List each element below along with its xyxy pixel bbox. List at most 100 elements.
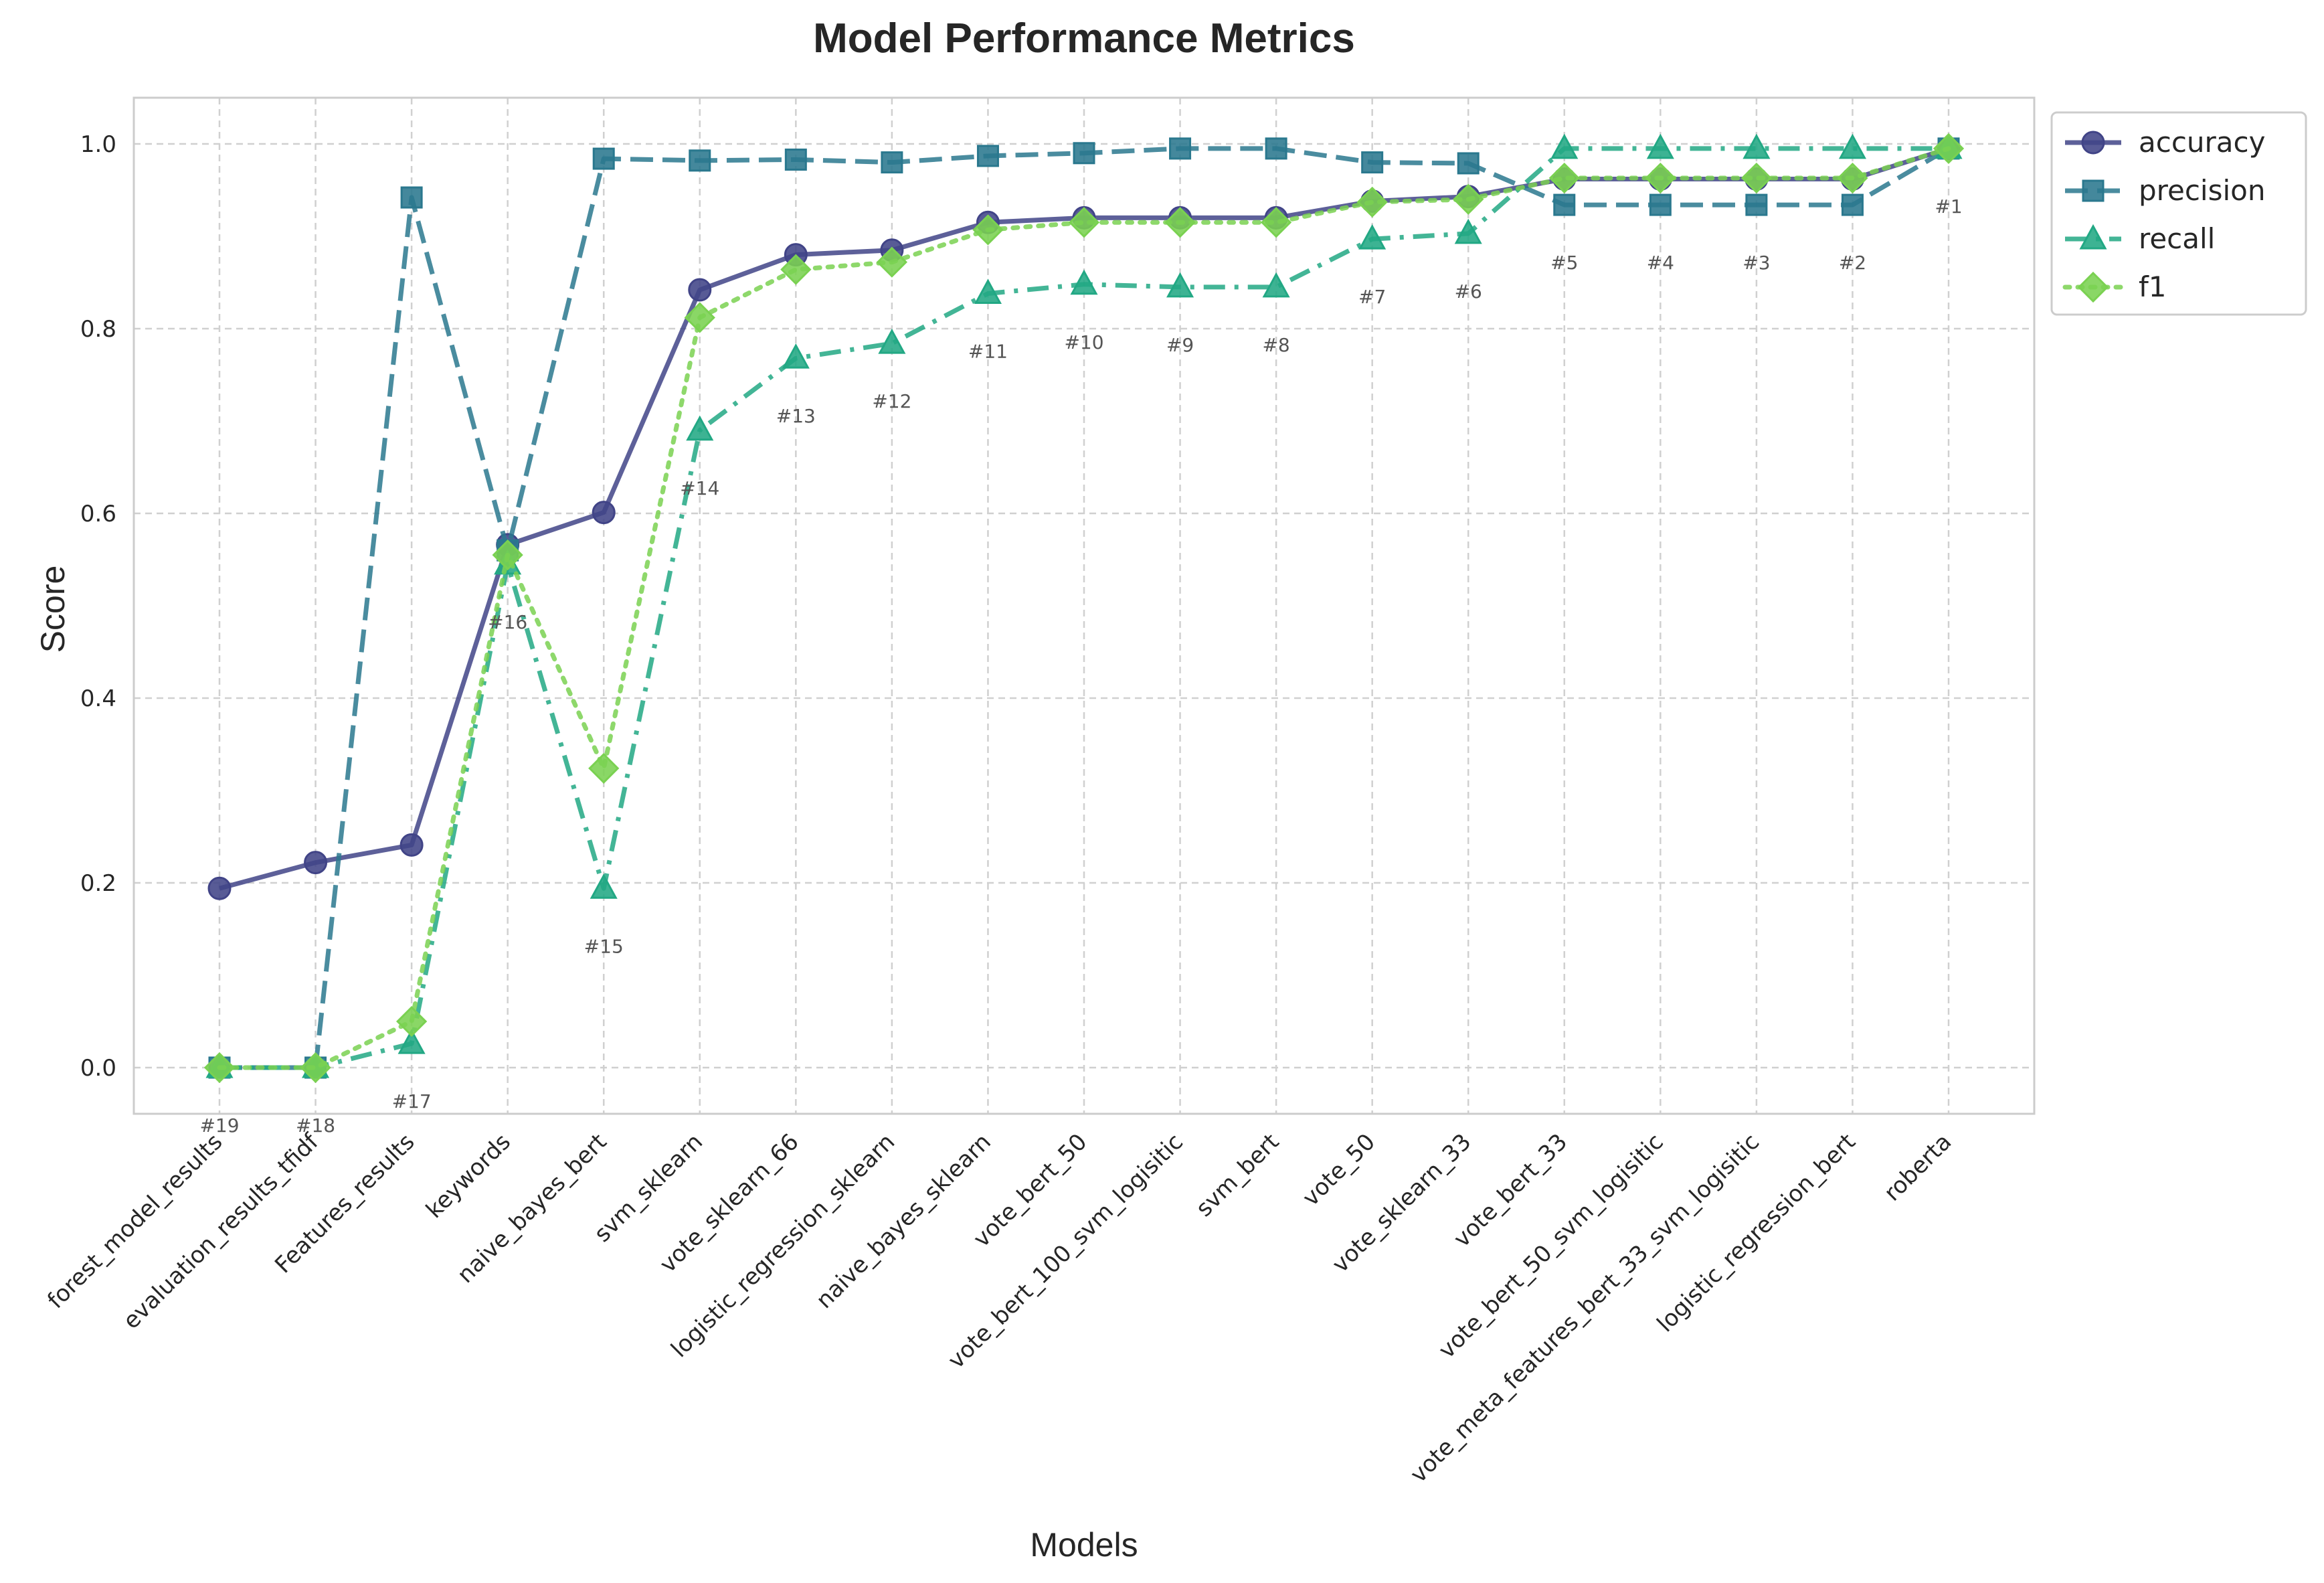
data-point-triangle bbox=[1358, 224, 1387, 250]
data-point-square bbox=[592, 147, 615, 170]
legend-entry-f1: f1 bbox=[2062, 270, 2167, 303]
data-point-diamond bbox=[684, 302, 715, 333]
rank-label: #7 bbox=[1358, 286, 1386, 308]
rank-label: #14 bbox=[680, 477, 719, 499]
data-point-triangle bbox=[1838, 133, 1866, 159]
legend-label: f1 bbox=[2139, 270, 2167, 303]
series-layer bbox=[203, 133, 1965, 1084]
data-point-triangle bbox=[2079, 224, 2107, 250]
data-point-diamond bbox=[1548, 162, 1580, 194]
rank-label: #9 bbox=[1166, 334, 1194, 356]
data-point-square bbox=[689, 149, 711, 172]
data-point-diamond bbox=[1068, 207, 1100, 238]
y-tick-label: 0.8 bbox=[80, 316, 116, 343]
data-point-square bbox=[1265, 137, 1287, 160]
rank-label: #13 bbox=[776, 405, 816, 427]
data-point-diamond bbox=[1356, 186, 1388, 218]
legend-frame bbox=[2050, 111, 2307, 316]
data-point-circle bbox=[2081, 131, 2105, 155]
data-point-square bbox=[400, 186, 423, 209]
data-point-circle bbox=[207, 876, 232, 900]
data-point-diamond bbox=[876, 246, 908, 278]
data-point-diamond bbox=[1645, 162, 1676, 194]
data-point-square bbox=[1169, 137, 1192, 160]
rank-label: #16 bbox=[488, 611, 527, 633]
y-axis-title: Score bbox=[34, 566, 72, 653]
data-point-triangle bbox=[1166, 272, 1194, 298]
data-point-square bbox=[784, 148, 807, 171]
data-point-square bbox=[1841, 193, 1864, 216]
data-point-diamond bbox=[1453, 183, 1484, 215]
legend: accuracy precision recall f1 bbox=[2050, 111, 2307, 316]
data-point-triangle bbox=[1070, 269, 1098, 295]
data-point-square bbox=[1553, 193, 1576, 216]
series-f1 bbox=[203, 133, 1965, 1084]
data-point-diamond bbox=[1740, 162, 1773, 194]
data-point-circle bbox=[688, 278, 712, 302]
rank-label: #1 bbox=[1935, 195, 1962, 218]
data-point-triangle bbox=[1262, 272, 1290, 298]
data-point-square bbox=[1649, 193, 1672, 216]
data-point-square bbox=[1745, 193, 1768, 216]
data-point-diamond bbox=[2077, 271, 2109, 303]
data-point-triangle bbox=[974, 278, 1002, 305]
legend-entry-recall: recall bbox=[2065, 222, 2215, 255]
chart-title: Model Performance Metrics bbox=[813, 15, 1355, 62]
rank-label: #8 bbox=[1262, 334, 1289, 356]
data-point-square bbox=[1361, 151, 1384, 174]
rank-label: #4 bbox=[1647, 252, 1674, 274]
legend-label: precision bbox=[2139, 174, 2265, 207]
data-point-diamond bbox=[203, 1052, 236, 1084]
rank-label: #17 bbox=[392, 1090, 432, 1112]
data-point-diamond bbox=[300, 1052, 331, 1084]
y-tick-label: 0.6 bbox=[80, 501, 116, 527]
y-axis-ticks: 0.0 0.2 0.4 0.6 0.8 1.0 bbox=[80, 131, 116, 1082]
data-point-triangle bbox=[782, 343, 810, 369]
legend-label: recall bbox=[2139, 222, 2215, 255]
data-point-triangle bbox=[1550, 133, 1579, 159]
rank-label: #18 bbox=[296, 1114, 335, 1137]
data-point-circle bbox=[399, 833, 424, 857]
y-tick-label: 0.0 bbox=[80, 1055, 116, 1082]
plot-frame bbox=[132, 96, 2036, 1115]
data-point-diamond bbox=[1933, 133, 1965, 165]
data-point-square bbox=[1073, 142, 1095, 165]
legend-label: accuracy bbox=[2139, 126, 2266, 159]
rank-label: #11 bbox=[968, 341, 1008, 363]
data-point-circle bbox=[304, 851, 328, 875]
data-point-diamond bbox=[492, 539, 523, 571]
rank-label: #10 bbox=[1064, 331, 1103, 353]
data-point-diamond bbox=[1164, 207, 1196, 238]
data-point-square bbox=[881, 151, 903, 174]
y-tick-label: 1.0 bbox=[80, 131, 116, 158]
data-point-diamond bbox=[1260, 207, 1292, 238]
data-point-square bbox=[2082, 179, 2105, 202]
data-point-square bbox=[976, 145, 999, 167]
data-point-triangle bbox=[397, 1028, 426, 1054]
data-point-square bbox=[1457, 152, 1480, 175]
rank-label: #2 bbox=[1839, 252, 1866, 274]
data-point-triangle bbox=[1742, 133, 1771, 159]
rank-label: #3 bbox=[1742, 252, 1770, 274]
data-point-circle bbox=[592, 501, 616, 525]
rank-label: #19 bbox=[199, 1114, 239, 1137]
rank-label: #15 bbox=[584, 935, 624, 957]
rank-label: #5 bbox=[1550, 252, 1578, 274]
legend-entry-precision: precision bbox=[2065, 174, 2265, 207]
data-point-triangle bbox=[1646, 133, 1674, 159]
grid-layer bbox=[134, 98, 2034, 1114]
data-point-triangle bbox=[1454, 218, 1482, 244]
data-point-triangle bbox=[590, 873, 618, 899]
data-point-triangle bbox=[878, 328, 906, 354]
data-point-diamond bbox=[972, 214, 1004, 246]
data-point-diamond bbox=[588, 752, 620, 784]
legend-entry-accuracy: accuracy bbox=[2065, 126, 2266, 159]
rank-label: #12 bbox=[872, 390, 911, 412]
data-point-triangle bbox=[686, 415, 714, 441]
y-tick-label: 0.4 bbox=[80, 685, 116, 712]
x-axis-title: Models bbox=[1030, 1526, 1138, 1564]
rank-label: #6 bbox=[1455, 280, 1482, 303]
